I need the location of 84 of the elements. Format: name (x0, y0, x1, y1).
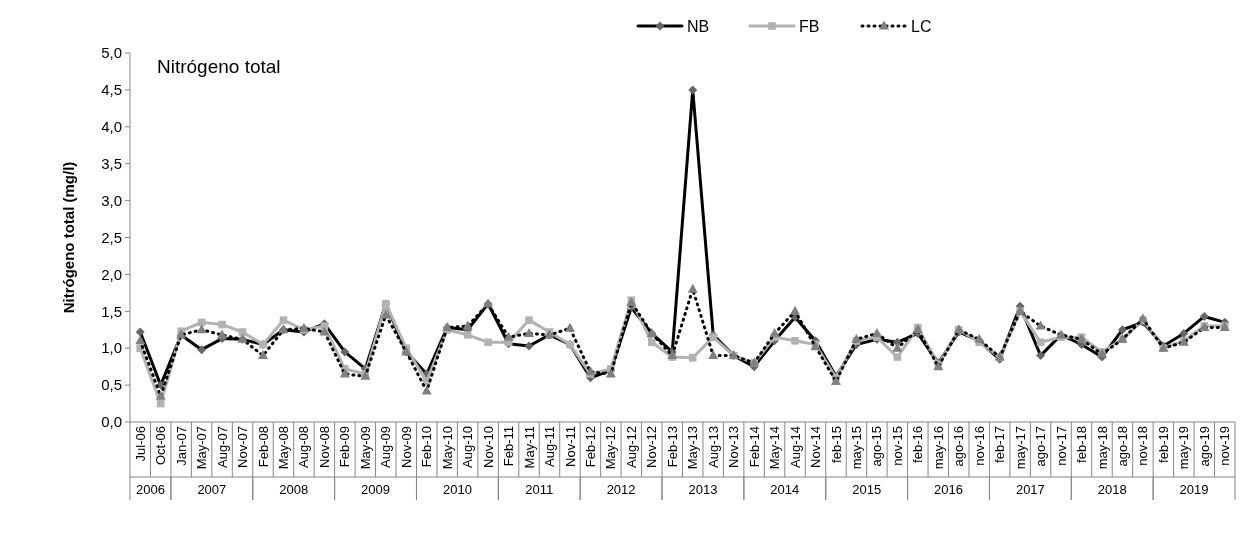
x-tick-label: May-11 (521, 426, 537, 469)
x-tick-label: may-16 (930, 426, 946, 470)
x-tick-label: Nov-09 (398, 426, 414, 468)
y-tick-label: 0,5 (101, 376, 122, 394)
x-tick-label: ago-17 (1033, 426, 1049, 467)
x-tick-label: may-19 (1176, 426, 1192, 470)
text: 2011 (525, 482, 554, 497)
x-tick-label: Nov-10 (480, 426, 496, 468)
x-tick-label: Aug-14 (787, 426, 803, 468)
x-tick-label: Aug-08 (296, 426, 312, 468)
x-tick-label: nov-17 (1053, 426, 1069, 466)
x-tick-label: May-08 (276, 426, 292, 470)
text: 2007 (197, 482, 227, 497)
y-tick-label: 4,0 (101, 118, 122, 136)
x-tick-label: Feb-10 (419, 426, 435, 468)
x-tick-label: feb-17 (992, 426, 1008, 463)
x-tick-label: ago-15 (869, 426, 885, 467)
y-tick-label: 2,5 (101, 228, 122, 246)
x-tick-label: feb-15 (828, 426, 844, 463)
legend-label: LC (911, 17, 932, 35)
y-tick-label: 0,0 (101, 413, 122, 431)
text: 2006 (136, 482, 165, 497)
x-tick-label: Feb-08 (255, 426, 271, 468)
y-tick-label: 5,0 (101, 44, 122, 62)
x-tick-label: feb-18 (1074, 426, 1090, 463)
y-tick-label: 4,5 (101, 81, 122, 99)
x-tick-label: feb-16 (910, 426, 926, 463)
text: 2018 (1097, 482, 1127, 497)
y-tick-label: 2,0 (101, 265, 122, 283)
text: 2016 (934, 482, 963, 497)
x-tick-label: may-18 (1094, 426, 1110, 470)
x-tick-label: Aug-12 (623, 426, 639, 468)
x-tick-label: May-12 (603, 426, 619, 470)
x-tick-label: Oct-06 (153, 426, 169, 466)
text: 2015 (852, 482, 882, 497)
x-tick-label: nov-16 (971, 426, 987, 466)
y-tick-label: 1,5 (101, 302, 122, 320)
x-tick-label: Nov-07 (235, 426, 251, 468)
y-tick-label: 3,0 (101, 191, 122, 209)
y-tick-label: 1,0 (101, 339, 122, 357)
x-tick-label: Feb-12 (582, 426, 598, 468)
x-tick-label: Aug-13 (705, 426, 721, 468)
x-tick-label: May-13 (685, 426, 701, 470)
y-tick-label: 3,5 (101, 154, 122, 172)
x-tick-label: ago-16 (951, 426, 967, 467)
text: 2019 (1179, 482, 1209, 497)
x-tick-label: Jul-06 (132, 426, 148, 462)
y-axis-title: Nitrógeno total (mg/l) (60, 161, 77, 314)
x-tick-label: may-15 (848, 426, 864, 470)
text: 2013 (688, 482, 718, 497)
x-tick-label: Nov-08 (316, 426, 332, 468)
x-tick-label: Feb-14 (746, 426, 762, 468)
x-tick-label: Feb-13 (664, 426, 680, 468)
x-tick-label: Aug-10 (460, 426, 476, 468)
x-tick-label: feb-19 (1155, 426, 1171, 463)
x-tick-label: Nov-12 (644, 426, 660, 468)
text: 2009 (361, 482, 391, 497)
x-tick-label: May-10 (439, 426, 455, 470)
x-tick-label: Aug-11 (542, 426, 558, 467)
x-tick-label: May-09 (357, 426, 373, 470)
legend-label: FB (799, 17, 820, 35)
x-tick-label: ago-19 (1196, 426, 1212, 467)
x-tick-label: Aug-09 (378, 426, 394, 468)
text: 2008 (279, 482, 309, 497)
x-tick-label: Nov-14 (808, 426, 824, 468)
text: 2014 (770, 482, 800, 497)
x-tick-label: May-07 (194, 426, 210, 470)
x-tick-label: Feb-11 (501, 426, 517, 467)
legend-label: NB (687, 17, 710, 35)
x-tick-label: Nov-13 (726, 426, 742, 468)
text: 2017 (1015, 482, 1045, 497)
x-tick-label: nov-18 (1135, 426, 1151, 466)
x-tick-label: ago-18 (1115, 426, 1130, 467)
x-tick-label: Aug-07 (214, 426, 230, 468)
x-tick-label: May-14 (767, 426, 783, 470)
text: 2010 (442, 482, 472, 497)
x-tick-label: Jan-07 (173, 426, 189, 466)
x-tick-label: Feb-09 (337, 426, 353, 468)
x-tick-label: nov-15 (889, 426, 905, 466)
text: 2012 (606, 482, 636, 497)
x-tick-label: may-17 (1012, 426, 1028, 470)
x-tick-label: Nov-11 (562, 426, 578, 467)
x-tick-label: nov-19 (1217, 426, 1233, 466)
chart-title: Nitrógeno total (157, 56, 281, 77)
